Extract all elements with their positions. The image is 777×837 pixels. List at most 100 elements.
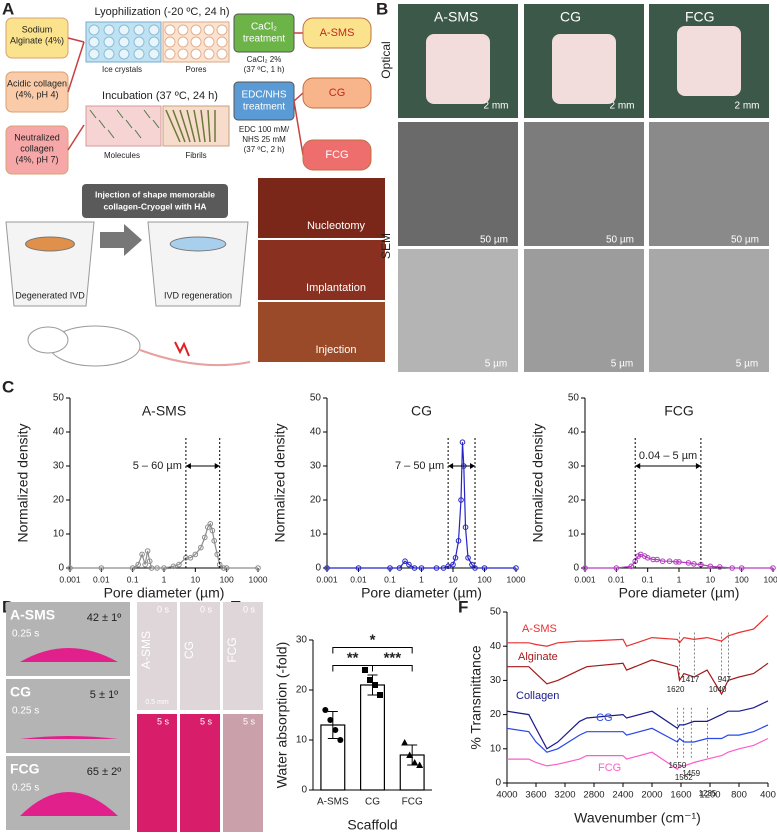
x-tick-label: 10 — [706, 574, 716, 584]
x-axis-label: Scaffold — [347, 817, 397, 833]
ice-crystal — [133, 48, 145, 60]
pore — [164, 24, 176, 36]
arrow — [100, 224, 142, 256]
series-label: CG — [596, 712, 613, 724]
sub-label: Pores — [186, 65, 207, 74]
ice-crystal — [118, 48, 130, 60]
sample-label: A-SMS — [10, 607, 55, 623]
sem-low — [398, 122, 518, 246]
y-tick-label: 30 — [490, 675, 502, 686]
significance-label: ** — [347, 649, 359, 666]
ice-crystal — [118, 24, 130, 36]
significance-label: * — [370, 631, 376, 648]
panel-label: F — [458, 597, 468, 616]
data-point — [401, 739, 409, 746]
treatment-label: treatment — [243, 34, 285, 45]
series-line — [70, 522, 258, 569]
data-point — [327, 717, 334, 723]
pore — [177, 36, 189, 48]
x-tick-label: 0.001 — [574, 574, 596, 584]
y-tick-label: 20 — [490, 709, 502, 720]
mouse-tail — [139, 349, 251, 367]
x-tick-label: 2400 — [612, 790, 633, 801]
ivd-label: IVD regeneration — [164, 290, 232, 300]
data-point — [513, 565, 519, 571]
data-point — [170, 563, 177, 570]
x-tick-label: FCG — [402, 797, 423, 808]
sem-high — [649, 249, 769, 372]
series-label: FCG — [598, 762, 621, 774]
x-tick-label: 3200 — [554, 790, 575, 801]
x-tick-label: 10 — [191, 574, 201, 584]
y-tick-label: 10 — [310, 529, 322, 540]
data-point — [465, 555, 471, 561]
fibril — [165, 109, 181, 143]
series-label: Collagen — [516, 690, 559, 702]
significance-bracket — [372, 665, 413, 672]
treatment-label: EDC/NHS — [241, 90, 286, 101]
data-point — [129, 565, 136, 571]
sub-label: Fibrils — [185, 151, 206, 160]
arrow — [67, 41, 85, 93]
x-tick-label: 3600 — [525, 790, 546, 801]
y-tick-label: 10 — [490, 743, 502, 754]
chart-title: CG — [411, 403, 432, 419]
pore — [164, 36, 176, 48]
droplet-photo — [6, 679, 130, 753]
y-tick-label: 0 — [315, 563, 321, 574]
x-axis-label: Pore diameter (µm) — [104, 585, 225, 601]
pore — [216, 24, 228, 36]
strip-time: 5 s — [243, 716, 256, 726]
data-point — [770, 565, 776, 571]
data-point — [396, 565, 403, 571]
ice-crystal — [88, 24, 100, 36]
annotation: 7 – 50 µm — [395, 460, 444, 472]
x-tick-label: 100 — [220, 574, 234, 584]
x-tick-label: 0.1 — [127, 574, 139, 584]
scaffold — [677, 26, 741, 96]
droplet — [20, 736, 118, 739]
data-point — [641, 553, 648, 559]
pore — [177, 24, 189, 36]
molecule — [89, 109, 97, 119]
scale-label: 50 µm — [606, 235, 634, 246]
pore — [190, 48, 202, 60]
arrow — [67, 124, 85, 151]
strip-after — [137, 714, 177, 832]
condition: (37 ºC, 2 h) — [244, 145, 285, 154]
ivd-label: Degenerated IVD — [15, 290, 85, 300]
molecule — [134, 129, 142, 139]
surgery-label: Nucleotomy — [307, 220, 366, 232]
data-point — [372, 682, 378, 688]
scale-label: 2 mm — [610, 101, 635, 112]
sample-label: CG — [10, 684, 31, 700]
pore — [164, 48, 176, 60]
banner — [82, 184, 228, 218]
mouse-head — [27, 326, 69, 354]
panel-label: B — [376, 0, 388, 18]
data-point — [207, 521, 214, 527]
y-tick-label: 50 — [568, 393, 580, 404]
x-tick-label: 1000 — [507, 574, 526, 584]
x-tick-label: 2000 — [641, 790, 662, 801]
y-tick-label: 40 — [310, 427, 322, 438]
data-point — [452, 555, 459, 561]
time-label: 0.25 s — [12, 706, 39, 717]
droplet — [20, 792, 118, 816]
data-point — [481, 565, 488, 571]
chart-title: FCG — [664, 403, 694, 419]
strip-time: 0 s — [243, 604, 256, 614]
arrow — [67, 37, 85, 43]
strip-after — [223, 714, 263, 832]
data-point — [650, 556, 656, 563]
data-point — [223, 565, 230, 571]
x-tick-label: 0.01 — [608, 574, 625, 584]
ice-crystal — [118, 36, 130, 48]
molecule — [143, 109, 151, 119]
x-tick-label: 0.1 — [384, 574, 396, 584]
strip-label: FCG — [225, 637, 239, 662]
molecule-box — [85, 105, 162, 147]
data-point — [416, 761, 424, 768]
pore — [203, 48, 215, 60]
molecule — [152, 119, 160, 129]
